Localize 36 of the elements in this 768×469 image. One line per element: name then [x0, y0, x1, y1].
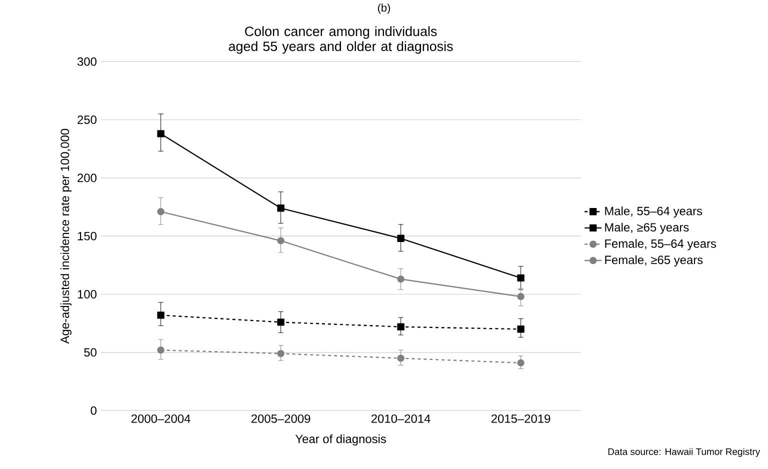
point	[517, 326, 524, 333]
point	[517, 293, 524, 300]
point	[397, 276, 404, 283]
y-tick-label: 100	[78, 290, 96, 299]
point	[157, 130, 164, 138]
point	[157, 208, 164, 216]
x-axis-title: Year of diagnosis	[295, 434, 386, 446]
x-tick-label: 2010–2014	[371, 414, 430, 424]
point	[157, 346, 164, 354]
text: (b)	[378, 4, 390, 14]
legend-label: Male, 55–64 years	[605, 206, 702, 218]
point	[277, 204, 284, 212]
point	[517, 274, 524, 282]
y-tick-label: 300	[77, 57, 96, 66]
legend-label: Male, ≥65 years	[605, 222, 689, 234]
y-tick-label: 250	[78, 116, 96, 124]
legend-label: Female, 55–64 years	[605, 239, 716, 250]
point	[277, 237, 284, 244]
point	[157, 312, 164, 319]
point	[397, 354, 404, 362]
chart-title: Colon cancer among individuals aged 55 years and older at diagnosis	[228, 26, 453, 54]
y-tick-label: 150	[78, 232, 96, 240]
point	[397, 323, 404, 331]
x-tick-label: 2005–2009	[251, 414, 310, 424]
y-axis-title: Age-adjusted incidence rate per 100,000	[60, 129, 72, 344]
point	[277, 350, 284, 358]
source-note: Data source: Hawaii Tumor Registry	[608, 448, 760, 458]
legend-label: Female, ≥65 years	[605, 256, 703, 267]
x-tick-label: 2015–2019	[491, 414, 550, 424]
point	[397, 234, 404, 242]
y-tick-label: 200	[78, 174, 96, 182]
y-tick-label: 50	[84, 348, 96, 357]
point	[517, 359, 524, 367]
x-tick-label: 2000–2004	[131, 414, 190, 424]
point	[277, 318, 284, 326]
y-tick-label: 0	[90, 406, 96, 415]
